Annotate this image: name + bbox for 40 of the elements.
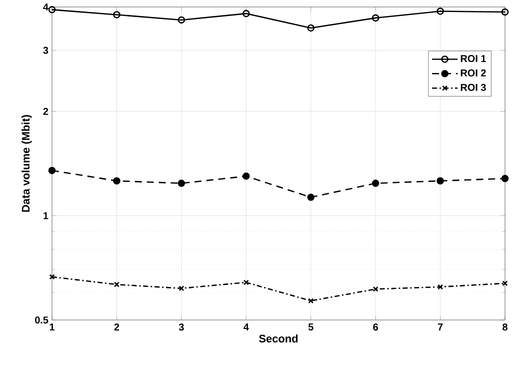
point: [242, 172, 250, 180]
y-tick-label: 2: [43, 108, 48, 115]
x-axis-title: Second: [259, 334, 298, 342]
point: [178, 180, 186, 187]
x-tick-label: 7: [438, 324, 443, 330]
legend-label: ROI 1: [460, 55, 486, 62]
point: [308, 298, 314, 304]
legend-label: ROI 2: [460, 69, 486, 76]
point: [372, 180, 380, 187]
point: [113, 11, 120, 18]
point: [501, 174, 509, 182]
point: [502, 280, 508, 286]
x-tick-label: 8: [502, 324, 508, 331]
point: [307, 24, 314, 32]
y-tick-label: 0.5: [35, 316, 48, 324]
point: [48, 166, 56, 174]
x-tick-label: 4: [244, 324, 249, 330]
point: [436, 177, 444, 185]
point: [438, 284, 444, 290]
point: [178, 286, 184, 292]
point: [243, 280, 249, 286]
y-tick-label: 3: [43, 46, 48, 54]
point: [307, 194, 314, 201]
point: [113, 177, 120, 185]
y-axis-title: Data volume (Mbit): [22, 115, 32, 212]
point: [114, 282, 120, 288]
point: [178, 16, 186, 24]
point: [372, 286, 378, 292]
y-tick-label: 1: [44, 212, 48, 220]
x-tick-label: 2: [114, 324, 120, 330]
point: [436, 8, 444, 15]
y-tick-label: 4: [43, 4, 48, 10]
point: [49, 274, 55, 280]
x-tick-label: 3: [178, 324, 184, 331]
x-tick-label: 5: [308, 324, 314, 330]
legend-label: ROI 3: [460, 84, 486, 91]
point: [372, 14, 380, 22]
x-tick-label: 6: [373, 324, 378, 331]
x-tick-label: 1: [50, 324, 54, 330]
point: [242, 10, 250, 18]
